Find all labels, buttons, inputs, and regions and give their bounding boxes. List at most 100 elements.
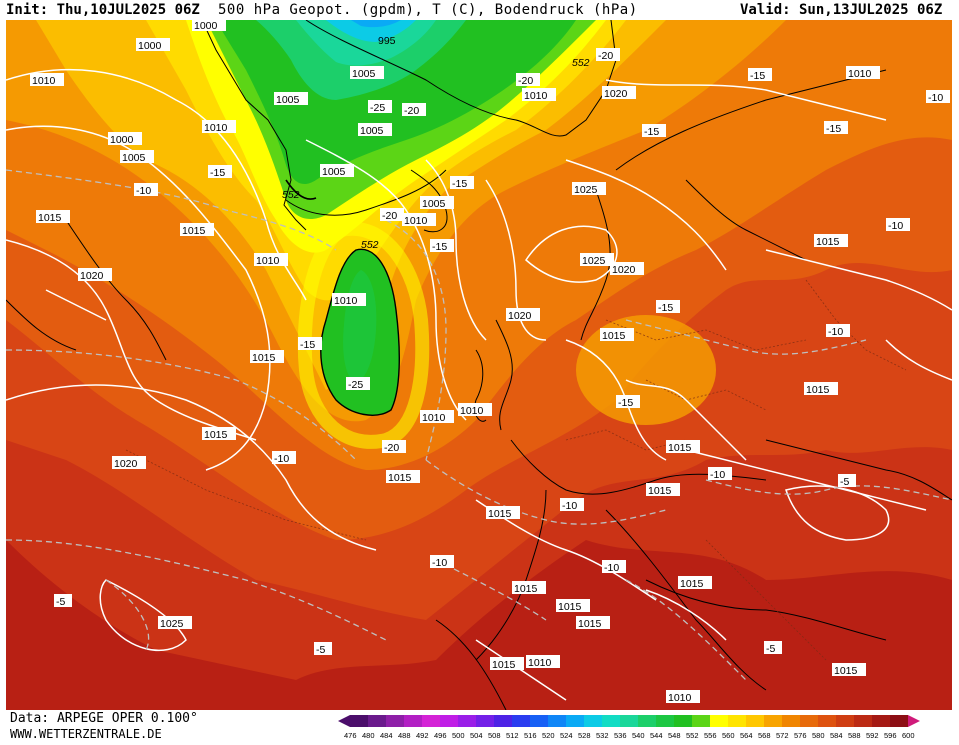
legend-tick-label: 500 — [452, 731, 465, 740]
temp-label: -15 — [642, 124, 666, 138]
legend-tick-label: 532 — [596, 731, 609, 740]
svg-text:1015: 1015 — [492, 659, 516, 671]
legend-swatch — [440, 715, 458, 727]
legend-tick-label: 508 — [488, 731, 501, 740]
svg-text:-5: -5 — [56, 596, 65, 608]
gpdm-label: 552 — [361, 239, 379, 251]
svg-text:-10: -10 — [604, 562, 619, 574]
temp-label: -20 — [596, 48, 620, 62]
chart-title: 500 hPa Geopot. (gpdm), T (C), Bodendruc… — [218, 2, 638, 18]
svg-text:-25: -25 — [348, 379, 363, 391]
init-time: Init: Thu,10JUL2025 06Z — [6, 2, 200, 18]
legend-swatch — [710, 715, 728, 727]
legend-swatch — [638, 715, 656, 727]
legend-swatch — [350, 715, 368, 727]
svg-text:1020: 1020 — [80, 270, 104, 282]
svg-text:1010: 1010 — [404, 215, 428, 227]
svg-text:1010: 1010 — [334, 295, 358, 307]
svg-text:1010: 1010 — [848, 68, 872, 80]
temp-label: -15 — [748, 68, 772, 82]
svg-text:1010: 1010 — [422, 412, 446, 424]
temp-label: -15 — [656, 300, 680, 314]
pressure-label: 1015 — [646, 483, 680, 497]
pressure-label: 1010 — [526, 655, 560, 669]
legend-tick-label: 544 — [650, 731, 663, 740]
field-532 — [326, 20, 416, 42]
temp-label: -5 — [764, 641, 782, 655]
pressure-label: 1020 — [112, 456, 146, 470]
svg-text:1010: 1010 — [668, 692, 692, 704]
pressure-label: 1015 — [576, 616, 610, 630]
svg-text:1010: 1010 — [32, 75, 56, 87]
legend-swatch — [512, 715, 530, 727]
svg-text:1005: 1005 — [122, 152, 146, 164]
legend-tick-label: 564 — [740, 731, 753, 740]
svg-text:-20: -20 — [384, 442, 399, 454]
legend-swatch — [836, 715, 854, 727]
legend-tick-label: 528 — [578, 731, 591, 740]
pressure-label: 1015 — [202, 427, 236, 441]
svg-text:1015: 1015 — [488, 508, 512, 520]
legend-arrow-low — [338, 715, 350, 727]
legend-tick-label: 584 — [830, 731, 843, 740]
pressure-label: 1015 — [386, 470, 420, 484]
legend-swatch — [674, 715, 692, 727]
isotherms — [6, 169, 952, 681]
pressure-label: 1025 — [572, 182, 606, 196]
pressure-label: 1000 — [192, 20, 226, 32]
svg-text:1000: 1000 — [110, 134, 134, 146]
legend-swatch — [404, 715, 422, 727]
temp-label: -15 — [208, 165, 232, 179]
pressure-label: 1015 — [832, 663, 866, 677]
svg-text:-20: -20 — [518, 75, 533, 87]
svg-text:1015: 1015 — [816, 236, 840, 248]
svg-text:-10: -10 — [274, 453, 289, 465]
temp-label: -15 — [298, 337, 322, 351]
svg-text:1015: 1015 — [806, 384, 830, 396]
legend-swatch — [494, 715, 512, 727]
legend-swatch — [458, 715, 476, 727]
temp-label: -15 — [430, 239, 454, 253]
svg-text:1010: 1010 — [524, 90, 548, 102]
pressure-label: 1010 — [202, 120, 236, 134]
pressure-label: 1010 — [846, 66, 880, 80]
gpdm-label: 552 — [282, 189, 300, 201]
temp-label: -5 — [838, 474, 856, 488]
pressure-label: 1015 — [486, 506, 520, 520]
pressure-label: 1015 — [250, 350, 284, 364]
pressure-label: 1005 — [320, 164, 354, 178]
svg-text:1000: 1000 — [138, 40, 162, 52]
pressure-label: 1015 — [490, 657, 524, 671]
field-528 — [351, 20, 401, 28]
svg-text:1025: 1025 — [160, 618, 184, 630]
gpdm-labels: 995 552 552 552 — [282, 35, 590, 251]
pressure-label: 1005 — [274, 92, 308, 106]
legend-tick-label: 560 — [722, 731, 735, 740]
legend-swatch — [854, 715, 872, 727]
svg-text:1020: 1020 — [612, 264, 636, 276]
svg-text:1015: 1015 — [514, 583, 538, 595]
legend-tick-label: 516 — [524, 731, 537, 740]
svg-text:1015: 1015 — [834, 665, 858, 677]
legend-tick-label: 552 — [686, 731, 699, 740]
legend-tick-label: 576 — [794, 731, 807, 740]
svg-text:-15: -15 — [644, 126, 659, 138]
temp-label: -20 — [402, 103, 426, 117]
legend-tick-label: 580 — [812, 731, 825, 740]
legend-swatch — [692, 715, 710, 727]
temp-label: -5 — [54, 594, 72, 608]
legend-tick-label: 492 — [416, 731, 429, 740]
legend-tick-label: 592 — [866, 731, 879, 740]
legend-tick-label: 596 — [884, 731, 897, 740]
temp-label: -25 — [368, 100, 392, 114]
legend-tick-label: 548 — [668, 731, 681, 740]
svg-text:-20: -20 — [382, 210, 397, 222]
svg-text:1010: 1010 — [256, 255, 280, 267]
legend-tick-label: 536 — [614, 731, 627, 740]
line-552-greenland — [285, 179, 317, 200]
pressure-label: 1025 — [158, 616, 192, 630]
pressure-label: 1005 — [358, 123, 392, 137]
svg-text:1010: 1010 — [528, 657, 552, 669]
svg-text:-15: -15 — [826, 123, 841, 135]
color-legend: 476 480 484 488 492 496 500 504 508 512 516 520 524 5… — [336, 713, 956, 741]
